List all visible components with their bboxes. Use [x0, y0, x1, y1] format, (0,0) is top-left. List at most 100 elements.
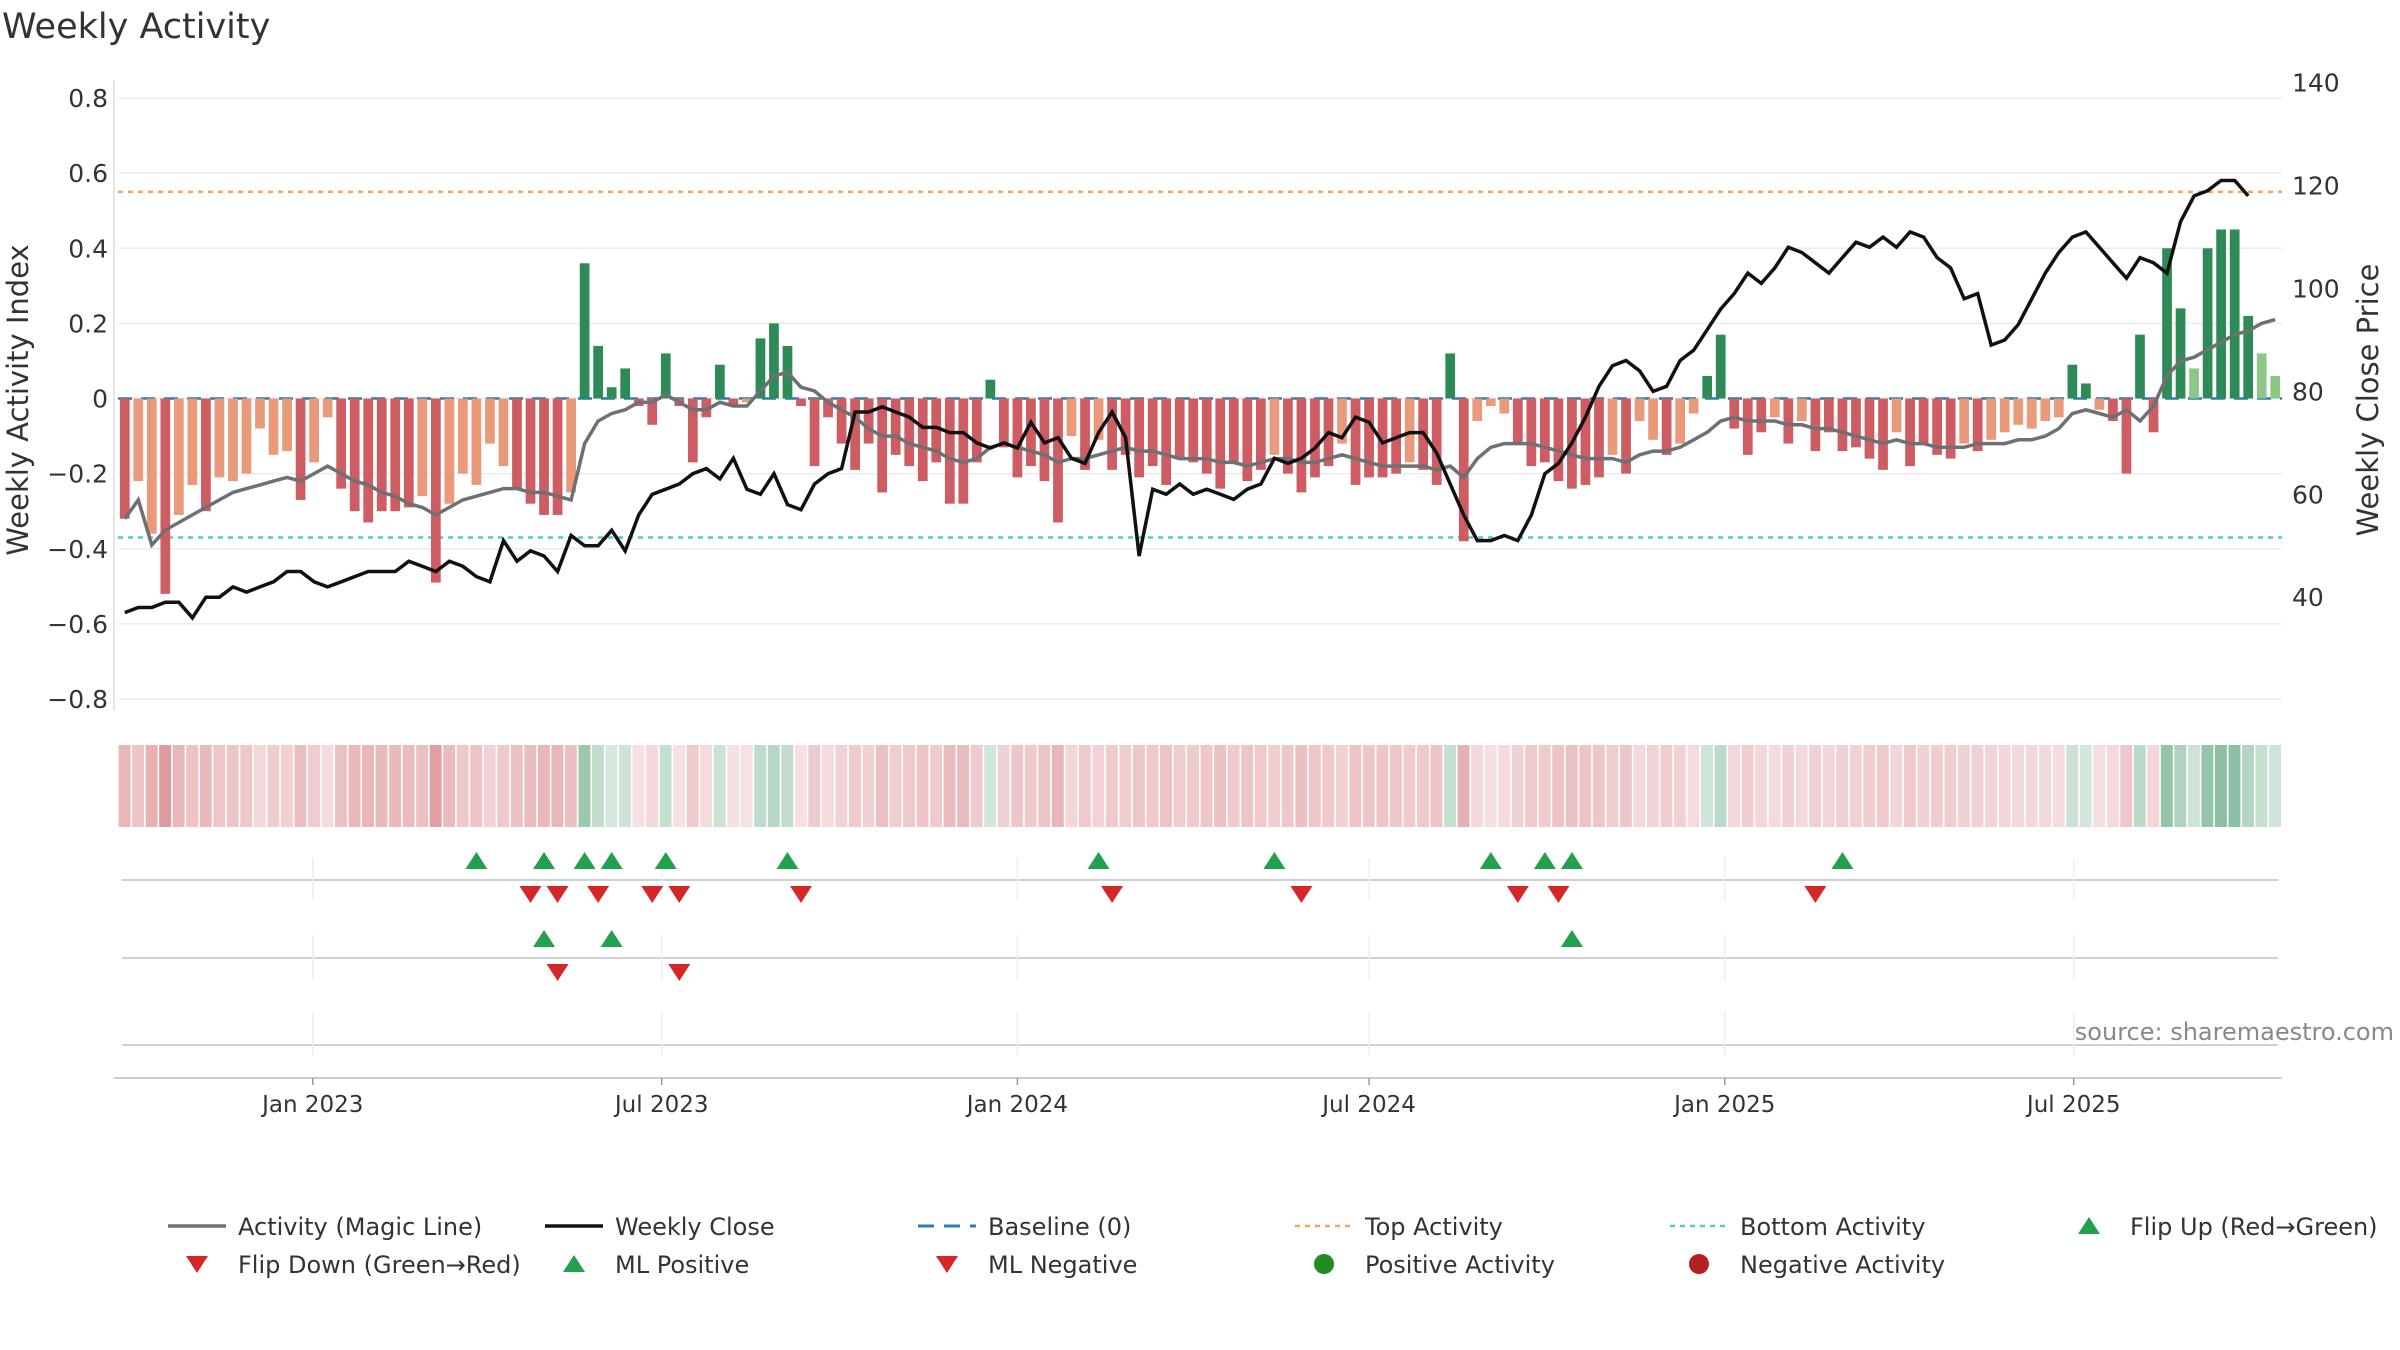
y2-tick-label: 100 — [2292, 275, 2340, 304]
activity-bar — [1607, 398, 1618, 455]
heat-cell — [1430, 745, 1443, 827]
activity-bar — [525, 398, 536, 504]
legend-item: Negative Activity — [1689, 1251, 1945, 1279]
flip-down-marker — [1101, 886, 1124, 903]
activity-bar — [1255, 398, 1266, 470]
flip-up-marker — [573, 852, 596, 869]
activity-bar — [1404, 398, 1415, 463]
x-tick-label: Jan 2024 — [965, 1092, 1068, 1118]
heat-cell — [294, 745, 307, 827]
activity-bar — [1120, 398, 1131, 455]
heat-cell — [1132, 745, 1145, 827]
heat-cell — [1592, 745, 1605, 827]
legend-item: ML Negative — [936, 1251, 1137, 1279]
activity-bar — [823, 398, 833, 418]
heat-cell — [321, 745, 334, 827]
activity-bar — [1296, 398, 1307, 493]
heat-cell — [1741, 745, 1754, 827]
activity-bar — [512, 398, 522, 489]
activity-bar — [1878, 398, 1888, 470]
heat-cell — [267, 745, 280, 827]
heat-cell — [1268, 745, 1281, 827]
activity-bar — [1905, 398, 1915, 467]
activity-bar — [1891, 398, 1902, 433]
heat-cell — [510, 745, 523, 827]
activity-bar — [1661, 398, 1672, 455]
heat-cell — [1484, 745, 1497, 827]
heat-cell — [1822, 745, 1835, 827]
flip-down-marker — [1290, 886, 1313, 903]
heat-cell — [781, 745, 794, 827]
y2-tick-label: 40 — [2292, 583, 2324, 612]
activity-bar — [2053, 398, 2064, 418]
activity-bar — [201, 398, 211, 512]
activity-heat-strip — [118, 745, 2281, 827]
activity-bar — [2175, 308, 2186, 399]
activity-bar — [295, 398, 306, 500]
heat-cell — [1011, 745, 1024, 827]
flip-markers — [122, 852, 2278, 1055]
heat-cell — [213, 745, 226, 827]
activity-bar — [1283, 398, 1293, 474]
heat-cell — [132, 745, 145, 827]
y-tick-label: 0.6 — [68, 159, 108, 188]
activity-bar — [2216, 229, 2227, 399]
activity-bar — [485, 398, 495, 444]
heat-cell — [1403, 745, 1416, 827]
heat-cell — [2133, 745, 2146, 827]
activity-bar — [336, 398, 347, 489]
flip-down-marker — [587, 886, 610, 903]
heat-cell — [1173, 745, 1186, 827]
y-axis-ticks: 0.8 0.6 0.4 0.2 0 −0.2 −0.4 −0.6 −0.8 — [47, 84, 108, 714]
activity-bar — [2026, 398, 2037, 429]
heat-cell — [2093, 745, 2106, 827]
activity-bar — [1594, 398, 1604, 478]
heat-cell — [307, 745, 320, 827]
legend-label: Negative Activity — [1740, 1251, 1945, 1279]
heat-cell — [1471, 745, 1484, 827]
activity-bar — [714, 364, 725, 399]
heat-cell — [497, 745, 510, 827]
heat-cell — [713, 745, 726, 827]
heat-cell — [1836, 745, 1849, 827]
activity-bar — [498, 398, 509, 467]
legend-label: Flip Up (Red→Green) — [2130, 1213, 2378, 1241]
heat-cell — [903, 745, 915, 827]
activity-bar — [999, 398, 1009, 448]
heat-cell — [2201, 745, 2214, 827]
heat-cell — [1944, 745, 1957, 827]
activity-bar — [2189, 368, 2199, 399]
y2-tick-label: 80 — [2292, 377, 2324, 406]
activity-bar — [214, 398, 225, 478]
activity-bar — [1512, 398, 1523, 444]
activity-bar — [1851, 398, 1861, 448]
activity-bar — [403, 398, 414, 508]
magic-line — [123, 317, 2276, 549]
heat-cell — [362, 745, 374, 827]
heat-cell — [1092, 745, 1105, 827]
legend-item: Positive Activity — [1314, 1251, 1555, 1279]
legend-label: Positive Activity — [1365, 1251, 1555, 1279]
heat-cell — [1498, 745, 1511, 827]
heat-cell — [957, 745, 970, 827]
heat-cell — [389, 745, 402, 827]
flip-up-marker — [600, 852, 623, 869]
heat-cell — [1782, 745, 1795, 827]
activity-bar — [2162, 248, 2172, 399]
activity-bar — [1702, 375, 1713, 399]
activity-bar — [539, 398, 549, 515]
y2-tick-label: 120 — [2292, 172, 2340, 201]
heat-cell — [1281, 745, 1294, 827]
activity-bar — [349, 398, 360, 512]
heat-cell — [1930, 745, 1943, 827]
heat-cell — [524, 745, 537, 827]
activity-bar — [2256, 353, 2267, 399]
activity-bar — [566, 398, 576, 493]
heat-cell — [646, 745, 658, 827]
activity-bar — [1147, 398, 1158, 467]
heat-cell — [591, 745, 604, 827]
activity-bar — [1350, 398, 1361, 485]
activity-bar — [2229, 229, 2240, 399]
activity-bar — [1824, 398, 1834, 433]
y-tick-label: −0.4 — [47, 535, 108, 564]
